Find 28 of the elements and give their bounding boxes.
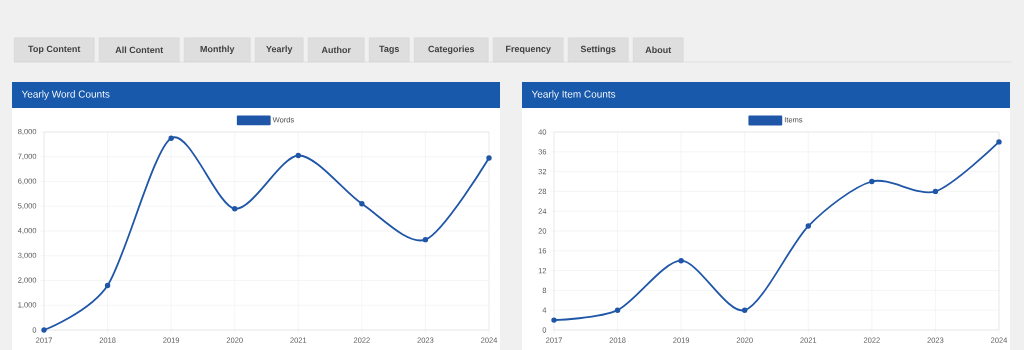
point [359,201,365,207]
point [551,317,557,323]
point [678,257,684,264]
text: Settings [580,45,616,55]
text: Categories [428,45,475,55]
text: Author [321,46,351,54]
text: Top Content [28,45,81,54]
point [295,152,301,159]
text: Frequency [506,45,551,54]
point [996,139,1002,145]
chart-title: Yearly Item Counts [531,90,616,100]
point [742,307,748,313]
point [869,178,875,185]
point [104,282,111,289]
point [614,307,621,313]
point [932,188,939,195]
point [422,236,429,243]
text: Tags [379,45,400,54]
point [41,327,47,333]
text: All Content [115,46,164,54]
point [486,155,492,161]
point [232,206,238,212]
chart-title: Yearly Word Counts [21,90,110,100]
point [168,135,174,141]
point [805,223,811,229]
text: Monthly [200,45,235,54]
text: Yearly [266,45,293,54]
text: About [645,46,672,54]
